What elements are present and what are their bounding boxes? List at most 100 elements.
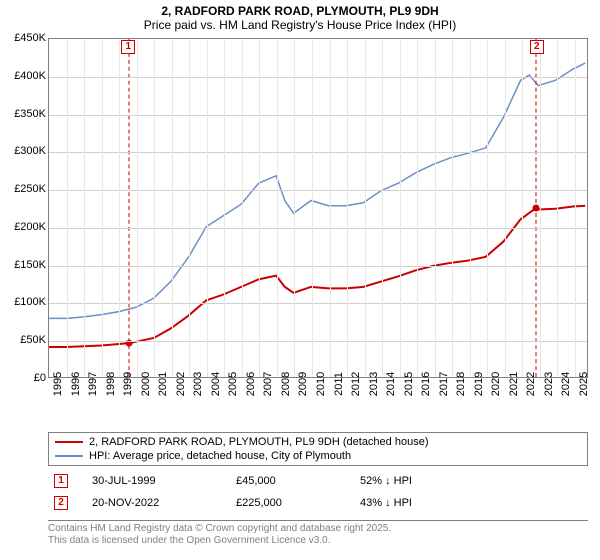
legend-label: 2, RADFORD PARK ROAD, PLYMOUTH, PL9 9DH … (89, 436, 428, 448)
sales-row-price: £225,000 (236, 497, 336, 509)
gridline-v (435, 39, 436, 377)
sale-marker-dot (533, 205, 540, 212)
gridline-v (294, 39, 295, 377)
x-tick-label: 2021 (508, 372, 520, 396)
x-tick-label: 2019 (473, 372, 485, 396)
y-tick-label: £400K (2, 70, 46, 82)
y-tick-label: £250K (2, 183, 46, 195)
sales-row-diff: 43% ↓ HPI (360, 497, 480, 509)
x-tick-label: 2014 (385, 372, 397, 396)
gridline-v (84, 39, 85, 377)
legend-swatch (55, 455, 83, 457)
footer-attribution: Contains HM Land Registry data © Crown c… (48, 520, 588, 547)
x-tick-label: 2001 (157, 372, 169, 396)
gridline-h (49, 266, 587, 267)
x-tick-label: 2006 (245, 372, 257, 396)
gridline-v (400, 39, 401, 377)
footer-line2: This data is licensed under the Open Gov… (48, 535, 588, 547)
x-tick-label: 1998 (105, 372, 117, 396)
y-tick-label: £200K (2, 221, 46, 233)
gridline-h (49, 228, 587, 229)
y-tick-label: £300K (2, 145, 46, 157)
gridline-h (49, 152, 587, 153)
x-tick-label: 2020 (490, 372, 502, 396)
gridline-v (207, 39, 208, 377)
gridline-v (242, 39, 243, 377)
sales-row-badge: 2 (54, 496, 68, 510)
gridline-v (505, 39, 506, 377)
sales-table: 130-JUL-1999£45,00052% ↓ HPI220-NOV-2022… (48, 470, 588, 514)
gridline-v (119, 39, 120, 377)
gridline-v (137, 39, 138, 377)
gridline-v (277, 39, 278, 377)
gridline-v (154, 39, 155, 377)
sales-row-price: £45,000 (236, 475, 336, 487)
gridline-v (259, 39, 260, 377)
gridline-v (487, 39, 488, 377)
footer-line1: Contains HM Land Registry data © Crown c… (48, 523, 588, 535)
x-tick-label: 2016 (420, 372, 432, 396)
x-tick-label: 2015 (403, 372, 415, 396)
gridline-v (224, 39, 225, 377)
x-tick-label: 2018 (455, 372, 467, 396)
sales-row: 1 30-JUL-1999 £45,000 52% ↓ HPI (48, 470, 588, 492)
y-tick-label: £150K (2, 259, 46, 271)
gridline-v (522, 39, 523, 377)
gridline-h (49, 303, 587, 304)
gridline-h (49, 341, 587, 342)
sales-row-badge: 1 (54, 474, 68, 488)
plot-area (48, 38, 588, 378)
sales-row-date: 30-JUL-1999 (92, 475, 212, 487)
gridline-v (382, 39, 383, 377)
x-tick-label: 2017 (438, 372, 450, 396)
legend-row: 2, RADFORD PARK ROAD, PLYMOUTH, PL9 9DH … (55, 435, 581, 449)
gridline-v (102, 39, 103, 377)
gridline-v (312, 39, 313, 377)
gridline-v (67, 39, 68, 377)
gridline-h (49, 77, 587, 78)
y-tick-label: £100K (2, 296, 46, 308)
y-tick-label: £450K (2, 32, 46, 44)
gridline-v (365, 39, 366, 377)
x-tick-label: 1996 (70, 372, 82, 396)
title-address: 2, RADFORD PARK ROAD, PLYMOUTH, PL9 9DH (0, 4, 600, 18)
gridline-v (557, 39, 558, 377)
x-tick-label: 1997 (87, 372, 99, 396)
x-tick-label: 2002 (175, 372, 187, 396)
x-tick-label: 2022 (525, 372, 537, 396)
legend-swatch (55, 441, 83, 443)
gridline-v (347, 39, 348, 377)
x-tick-label: 1995 (52, 372, 64, 396)
legend-label: HPI: Average price, detached house, City… (89, 450, 351, 462)
y-tick-label: £50K (2, 334, 46, 346)
y-tick-label: £350K (2, 108, 46, 120)
x-tick-label: 2008 (280, 372, 292, 396)
x-tick-label: 2000 (140, 372, 152, 396)
sale-marker-badge: 1 (121, 40, 135, 54)
legend-row: HPI: Average price, detached house, City… (55, 449, 581, 463)
gridline-v (452, 39, 453, 377)
sale-marker-badge: 2 (530, 40, 544, 54)
gridline-h (49, 115, 587, 116)
gridline-v (470, 39, 471, 377)
gridline-v (417, 39, 418, 377)
x-tick-label: 2023 (543, 372, 555, 396)
y-tick-label: £0 (2, 372, 46, 384)
x-tick-label: 2024 (560, 372, 572, 396)
x-tick-label: 2010 (315, 372, 327, 396)
x-tick-label: 2009 (297, 372, 309, 396)
x-tick-label: 2012 (350, 372, 362, 396)
legend: 2, RADFORD PARK ROAD, PLYMOUTH, PL9 9DH … (48, 432, 588, 466)
gridline-v (172, 39, 173, 377)
gridline-h (49, 190, 587, 191)
gridline-v (330, 39, 331, 377)
sales-row-diff: 52% ↓ HPI (360, 475, 480, 487)
chart-svg (49, 39, 587, 377)
chart-container: 2, RADFORD PARK ROAD, PLYMOUTH, PL9 9DH … (0, 0, 600, 560)
x-tick-label: 2011 (333, 372, 345, 396)
sales-row: 220-NOV-2022£225,00043% ↓ HPI (48, 492, 588, 514)
x-tick-label: 2003 (192, 372, 204, 396)
x-tick-label: 2025 (578, 372, 590, 396)
x-tick-label: 1999 (122, 372, 134, 396)
gridline-v (189, 39, 190, 377)
